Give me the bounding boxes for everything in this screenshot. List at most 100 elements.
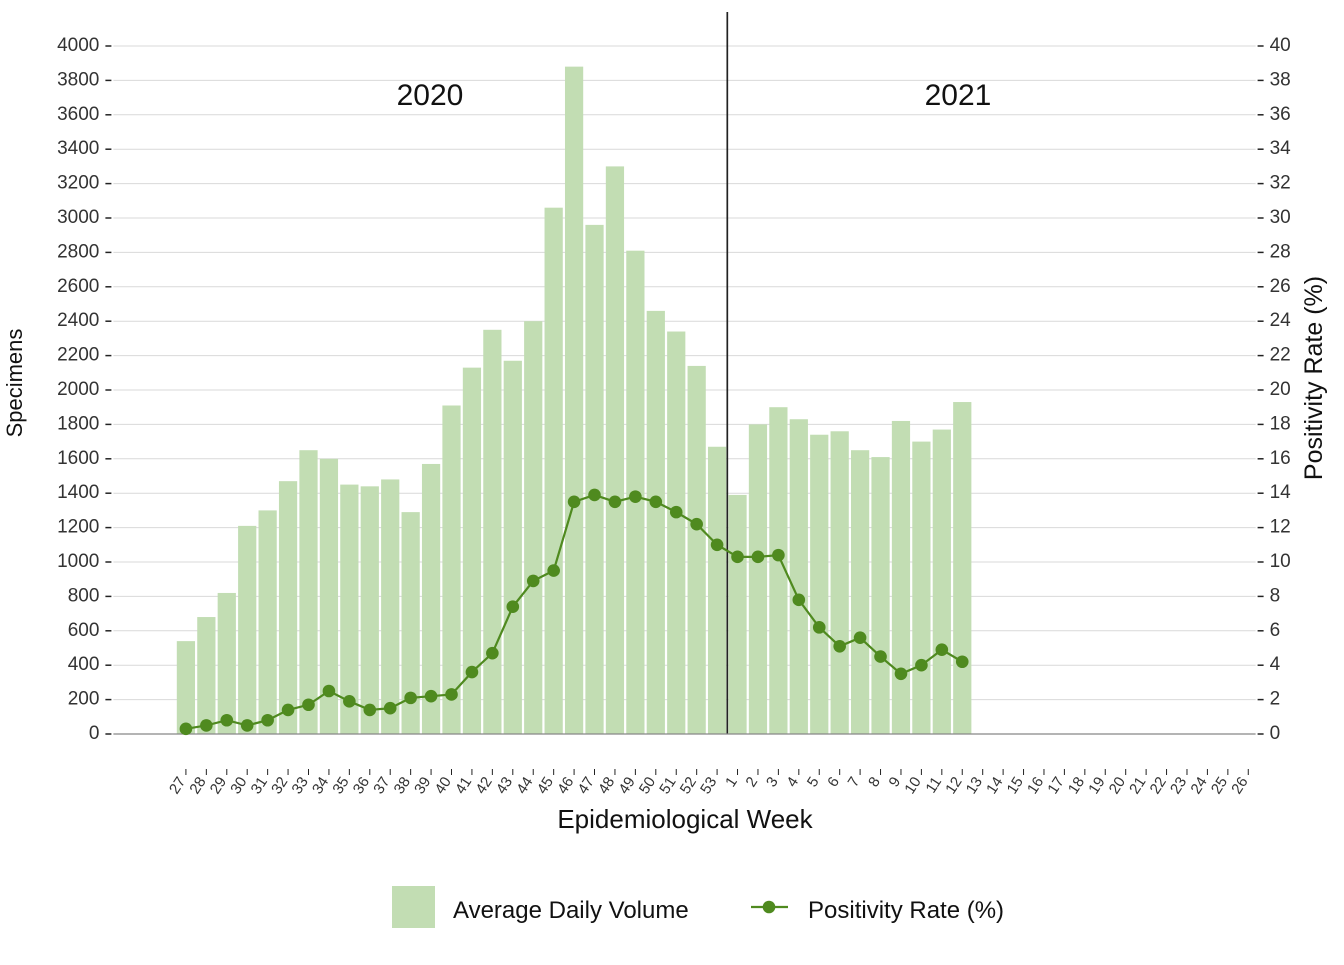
svg-text:2021: 2021	[925, 79, 992, 112]
svg-text:50: 50	[636, 774, 659, 797]
svg-text:53: 53	[697, 774, 720, 797]
svg-text:1600: 1600	[57, 448, 99, 469]
svg-text:3: 3	[763, 774, 782, 790]
svg-text:45: 45	[534, 774, 557, 797]
svg-text:46: 46	[554, 774, 577, 797]
svg-text:1000: 1000	[57, 551, 99, 572]
svg-text:4000: 4000	[57, 35, 99, 56]
svg-text:2400: 2400	[57, 310, 99, 331]
svg-text:14: 14	[983, 774, 1006, 797]
svg-text:49: 49	[615, 774, 638, 797]
svg-text:20: 20	[1106, 774, 1129, 797]
svg-text:51: 51	[656, 774, 679, 797]
svg-text:22: 22	[1147, 774, 1170, 797]
svg-text:24: 24	[1270, 310, 1292, 331]
svg-text:7: 7	[845, 774, 864, 790]
svg-text:33: 33	[288, 774, 311, 797]
svg-text:2800: 2800	[57, 241, 99, 262]
svg-text:3600: 3600	[57, 104, 99, 125]
svg-text:2020: 2020	[397, 79, 464, 112]
svg-text:Positivity Rate (%): Positivity Rate (%)	[808, 897, 1004, 924]
svg-text:39: 39	[411, 774, 434, 797]
svg-text:21: 21	[1126, 774, 1149, 797]
svg-text:2200: 2200	[57, 345, 99, 366]
svg-text:6: 6	[1270, 620, 1281, 641]
svg-text:32: 32	[268, 774, 291, 797]
svg-text:28: 28	[1270, 241, 1291, 262]
svg-text:200: 200	[68, 689, 100, 710]
svg-text:2600: 2600	[57, 276, 99, 297]
svg-text:18: 18	[1270, 413, 1291, 434]
svg-text:30: 30	[227, 774, 250, 797]
svg-text:26: 26	[1270, 276, 1291, 297]
svg-text:31: 31	[248, 774, 271, 797]
svg-text:1400: 1400	[57, 482, 99, 503]
svg-text:4: 4	[783, 774, 802, 790]
svg-text:800: 800	[68, 585, 100, 606]
svg-text:3400: 3400	[57, 138, 99, 159]
svg-text:12: 12	[1270, 517, 1291, 538]
svg-text:12: 12	[942, 774, 965, 797]
svg-text:19: 19	[1085, 774, 1108, 797]
svg-text:3200: 3200	[57, 173, 99, 194]
svg-text:52: 52	[677, 774, 700, 797]
svg-text:44: 44	[513, 774, 536, 797]
svg-text:27: 27	[166, 774, 189, 797]
svg-text:400: 400	[68, 654, 100, 675]
svg-text:47: 47	[575, 774, 598, 797]
svg-text:24: 24	[1187, 774, 1210, 797]
svg-text:15: 15	[1004, 774, 1027, 797]
svg-text:37: 37	[370, 774, 393, 797]
svg-text:41: 41	[452, 774, 475, 797]
svg-text:2000: 2000	[57, 379, 99, 400]
svg-text:14: 14	[1270, 482, 1292, 503]
svg-text:Positivity Rate (%): Positivity Rate (%)	[1300, 276, 1328, 480]
svg-text:Epidemiological Week: Epidemiological Week	[557, 804, 813, 834]
svg-text:29: 29	[207, 774, 230, 797]
svg-text:10: 10	[1270, 551, 1291, 572]
svg-text:16: 16	[1024, 774, 1047, 797]
svg-text:40: 40	[432, 774, 455, 797]
svg-text:3800: 3800	[57, 69, 99, 90]
svg-text:23: 23	[1167, 774, 1190, 797]
svg-text:8: 8	[865, 774, 884, 790]
svg-text:0: 0	[89, 723, 100, 744]
svg-text:48: 48	[595, 774, 618, 797]
svg-text:38: 38	[1270, 69, 1291, 90]
svg-text:3000: 3000	[57, 207, 99, 228]
svg-text:2: 2	[743, 774, 762, 790]
svg-text:Average Daily Volume: Average Daily Volume	[453, 897, 689, 924]
svg-text:34: 34	[1270, 138, 1292, 159]
svg-text:34: 34	[309, 774, 332, 797]
svg-text:1200: 1200	[57, 517, 99, 538]
svg-text:5: 5	[804, 774, 823, 790]
svg-text:43: 43	[493, 774, 516, 797]
svg-text:38: 38	[391, 774, 414, 797]
svg-text:22: 22	[1270, 345, 1291, 366]
svg-text:18: 18	[1065, 774, 1088, 797]
svg-text:1: 1	[722, 774, 741, 790]
svg-text:30: 30	[1270, 207, 1291, 228]
svg-text:13: 13	[963, 774, 986, 797]
svg-text:2: 2	[1270, 689, 1281, 710]
svg-text:Specimens: Specimens	[2, 329, 27, 438]
svg-text:36: 36	[350, 774, 373, 797]
svg-text:28: 28	[186, 774, 209, 797]
svg-text:35: 35	[329, 774, 352, 797]
svg-text:25: 25	[1208, 774, 1231, 797]
svg-text:8: 8	[1270, 585, 1281, 606]
svg-text:32: 32	[1270, 173, 1291, 194]
svg-text:0: 0	[1270, 723, 1281, 744]
svg-text:1800: 1800	[57, 413, 99, 434]
svg-text:40: 40	[1270, 35, 1291, 56]
svg-text:26: 26	[1228, 774, 1251, 797]
svg-text:11: 11	[922, 774, 945, 796]
svg-text:17: 17	[1044, 774, 1067, 797]
svg-text:10: 10	[901, 774, 924, 797]
svg-text:16: 16	[1270, 448, 1291, 469]
svg-text:4: 4	[1270, 654, 1281, 675]
svg-text:42: 42	[472, 774, 495, 797]
svg-text:20: 20	[1270, 379, 1291, 400]
svg-text:36: 36	[1270, 104, 1291, 125]
svg-text:600: 600	[68, 620, 100, 641]
